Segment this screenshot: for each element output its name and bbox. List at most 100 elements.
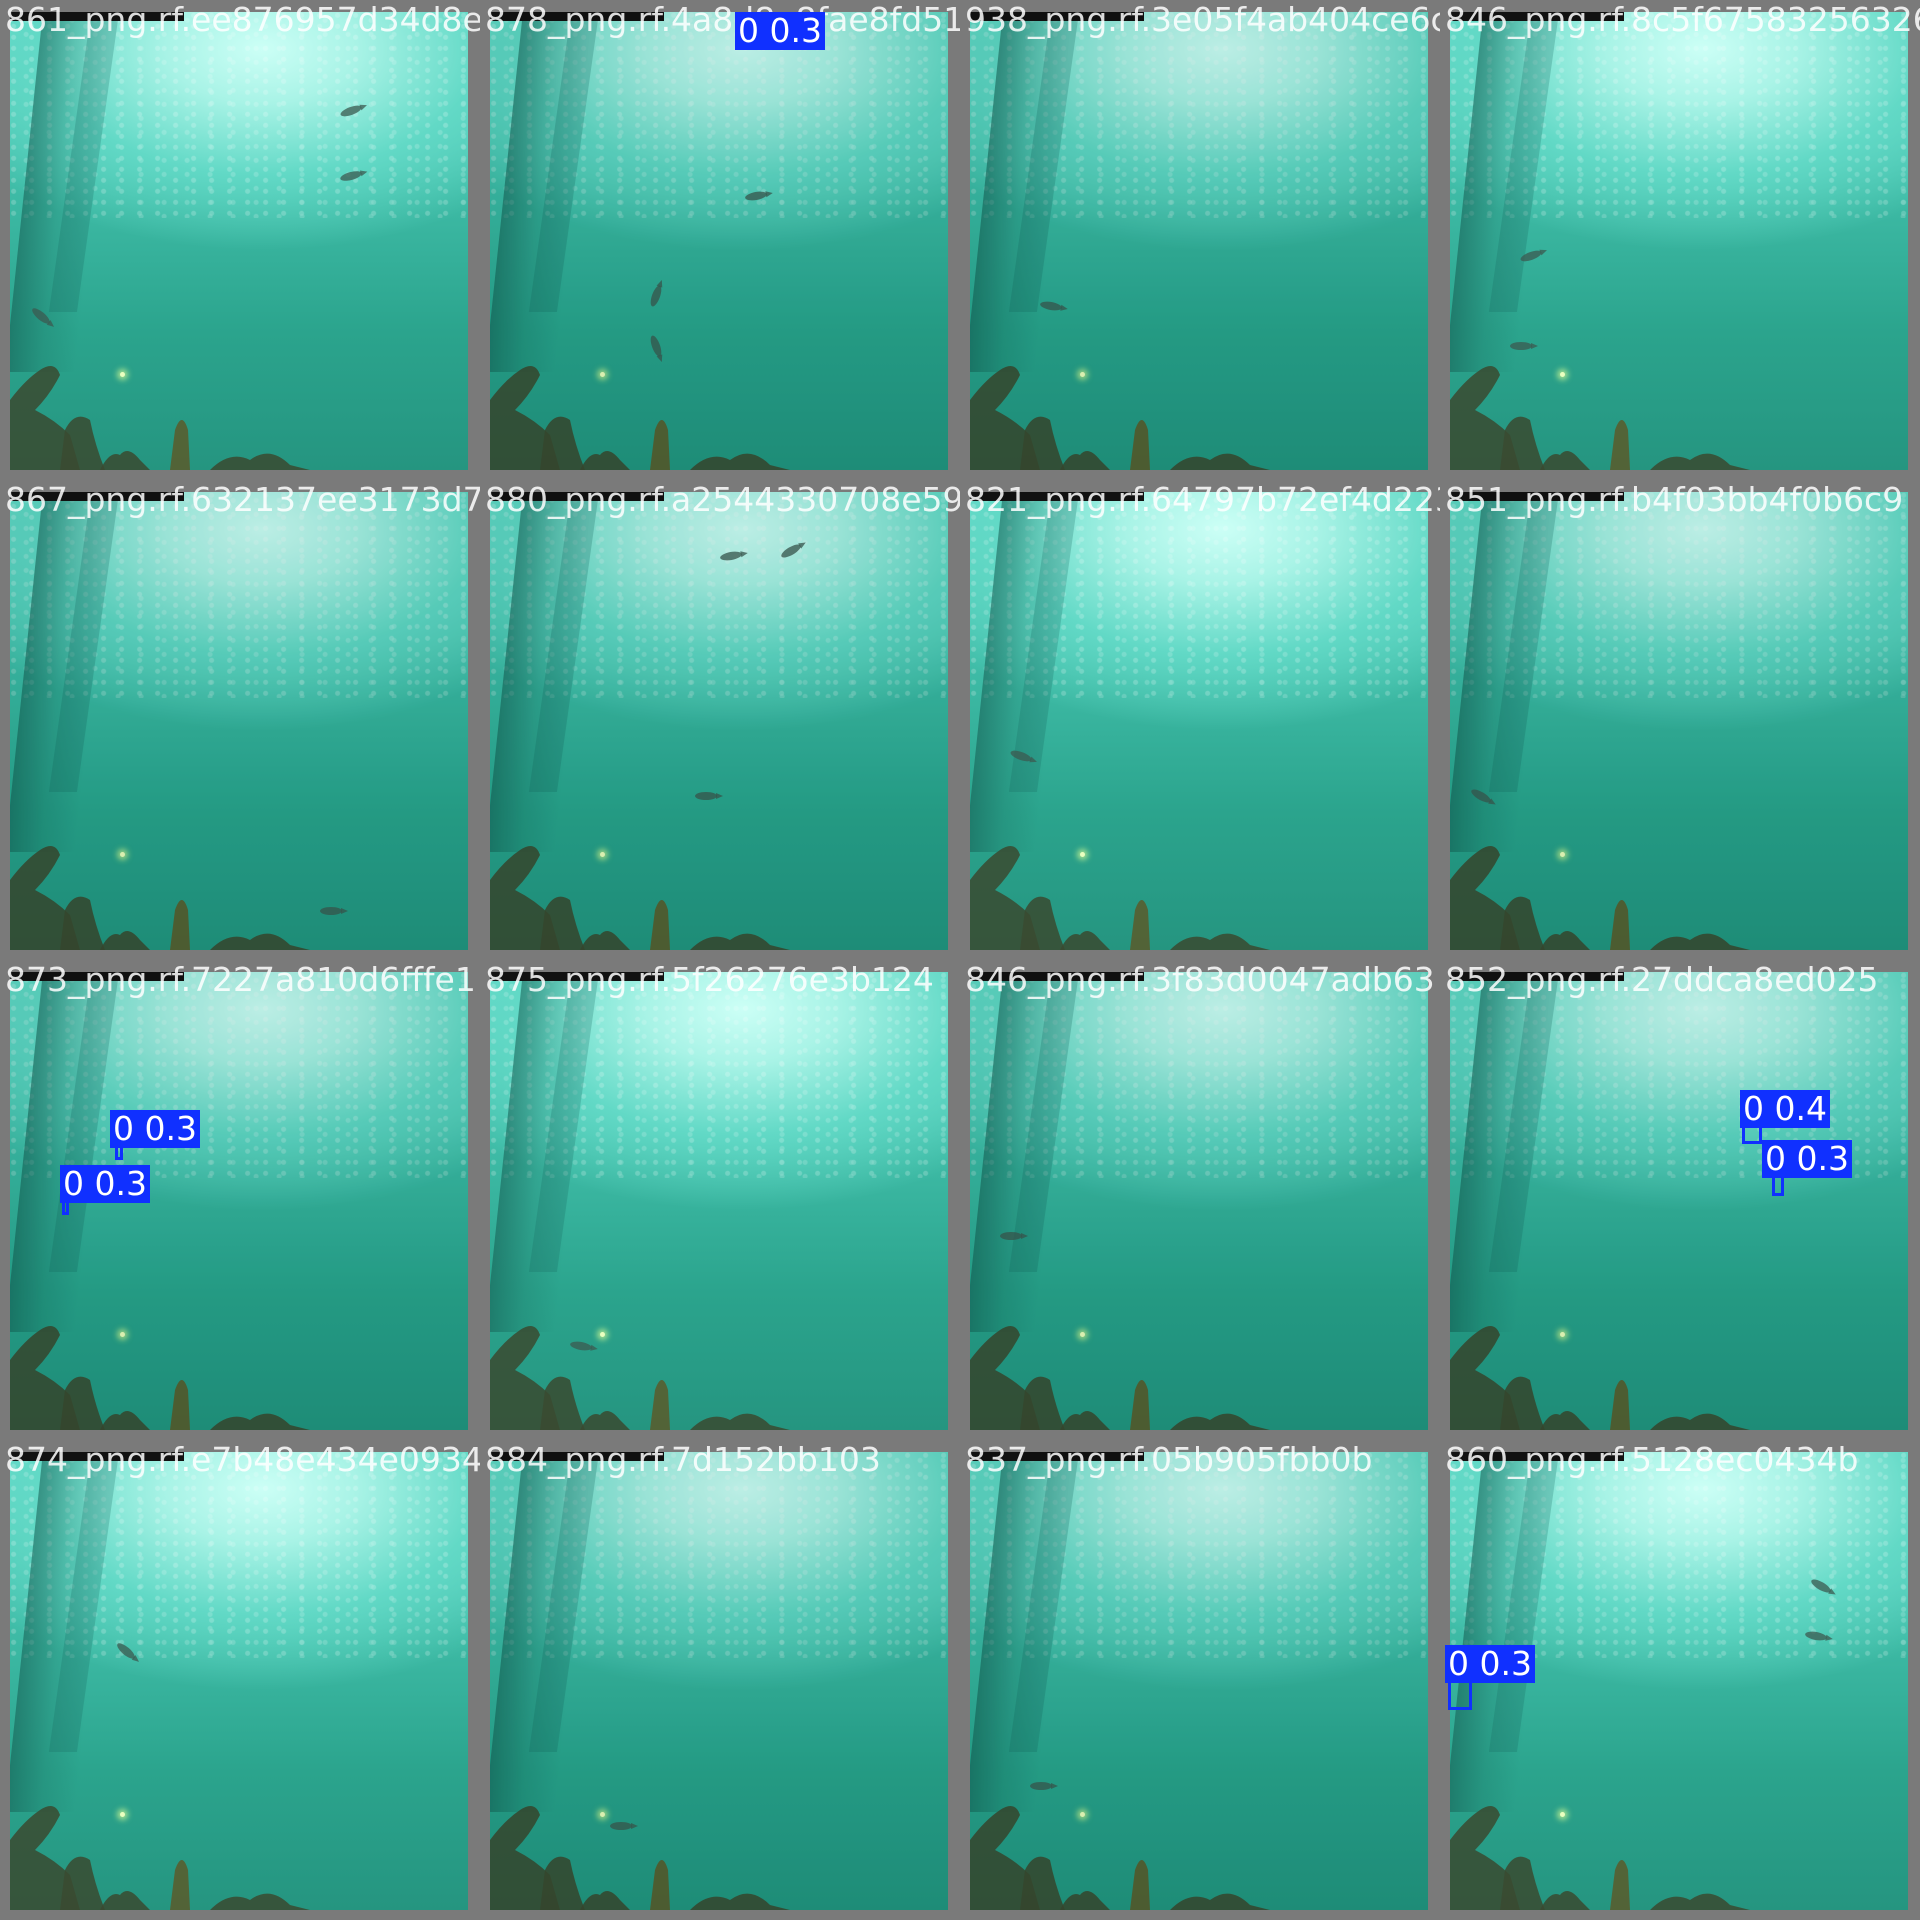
- detection-label: 0 0.3: [1445, 1645, 1535, 1683]
- kelp-frond: [1500, 1856, 1545, 1910]
- camera-timestamp-bar: [970, 972, 1144, 981]
- kelp-frond: [540, 416, 585, 470]
- fish-silhouette: [1510, 342, 1538, 350]
- underwater-photo: [490, 492, 948, 950]
- kelp-frond: [210, 1413, 310, 1430]
- underwater-photo: [970, 492, 1428, 950]
- kelp-seabed: [970, 1326, 1270, 1430]
- camera-timestamp-bar: [1450, 12, 1624, 21]
- kelp-seabed: [1450, 1806, 1750, 1910]
- camera-timestamp-bar: [970, 492, 1144, 501]
- kelp-frond: [1020, 1856, 1065, 1910]
- image-filename-label: 884_png.rf.7d152bb103: [485, 1440, 881, 1479]
- kelp-frond: [970, 1806, 1040, 1910]
- kelp-frond: [1500, 1376, 1545, 1430]
- underwater-light: [600, 1812, 605, 1817]
- kelp-frond: [1060, 1891, 1110, 1910]
- kelp-frond: [690, 933, 790, 950]
- camera-timestamp-bar: [10, 1452, 184, 1461]
- kelp-frond: [10, 1806, 80, 1910]
- image-tile: 873_png.rf.7227a810d6fffe1 0 0.3 0 0.3: [0, 960, 480, 1440]
- kelp-frond: [170, 1380, 190, 1430]
- kelp-frond: [1650, 1413, 1750, 1430]
- kelp-frond: [490, 366, 560, 470]
- underwater-light: [120, 1812, 125, 1817]
- kelp-frond: [970, 1326, 1040, 1430]
- detection-label: 0 0.4: [1740, 1090, 1830, 1128]
- kelp-frond: [1170, 453, 1270, 470]
- kelp-frond: [170, 420, 190, 470]
- kelp-frond: [100, 451, 150, 470]
- kelp-seabed: [970, 1806, 1270, 1910]
- image-tile: 878_png.rf.4a8d8e8fae8fd51 0 0.3: [480, 0, 960, 480]
- kelp-seabed: [1450, 366, 1750, 470]
- kelp-frond: [540, 1376, 585, 1430]
- camera-timestamp-bar: [490, 1452, 664, 1461]
- kelp-frond: [1170, 1893, 1270, 1910]
- kelp-frond: [1610, 420, 1630, 470]
- kelp-frond: [10, 366, 80, 470]
- underwater-light: [600, 852, 605, 857]
- underwater-photo: [1450, 492, 1908, 950]
- kelp-seabed: [10, 366, 310, 470]
- kelp-frond: [540, 1856, 585, 1910]
- fish-silhouette: [320, 907, 348, 915]
- image-filename-label: 861_png.rf.ee876957d34d8e: [5, 0, 480, 39]
- kelp-seabed: [10, 1806, 310, 1910]
- image-tile: 875_png.rf.5f26276e3b124: [480, 960, 960, 1440]
- underwater-photo: [490, 972, 948, 1430]
- underwater-photo: [490, 1452, 948, 1910]
- kelp-frond: [1450, 1806, 1520, 1910]
- kelp-frond: [1020, 416, 1065, 470]
- image-filename-label: 846_png.rf.8c5f6758325632618: [1445, 0, 1920, 39]
- kelp-frond: [690, 453, 790, 470]
- kelp-frond: [1450, 366, 1520, 470]
- underwater-light: [1080, 372, 1085, 377]
- underwater-light: [1560, 852, 1565, 857]
- underwater-light: [600, 372, 605, 377]
- image-filename-label: 878_png.rf.4a8d8e8fae8fd51: [485, 0, 960, 39]
- camera-timestamp-bar: [1450, 972, 1624, 981]
- underwater-photo: [970, 1452, 1428, 1910]
- image-filename-label: 837_png.rf.05b905fbb0b: [965, 1440, 1373, 1479]
- kelp-frond: [650, 1860, 670, 1910]
- underwater-photo: [970, 972, 1428, 1430]
- kelp-frond: [170, 900, 190, 950]
- kelp-frond: [1170, 1413, 1270, 1430]
- kelp-frond: [1060, 451, 1110, 470]
- kelp-frond: [1130, 1860, 1150, 1910]
- kelp-frond: [580, 1891, 630, 1910]
- underwater-light: [120, 852, 125, 857]
- kelp-frond: [10, 846, 80, 950]
- camera-timestamp-bar: [490, 972, 664, 981]
- kelp-seabed: [10, 1326, 310, 1430]
- image-filename-label: 852_png.rf.27ddca8ed025: [1445, 960, 1879, 999]
- kelp-frond: [970, 846, 1040, 950]
- kelp-frond: [1500, 896, 1545, 950]
- kelp-seabed: [10, 846, 310, 950]
- kelp-frond: [1650, 1893, 1750, 1910]
- kelp-seabed: [490, 1806, 790, 1910]
- underwater-light: [1560, 1812, 1565, 1817]
- underwater-photo: [10, 492, 468, 950]
- kelp-frond: [210, 453, 310, 470]
- image-tile: 867_png.rf.632137ee3173d788: [0, 480, 480, 960]
- kelp-frond: [1170, 933, 1270, 950]
- camera-timestamp-bar: [1450, 1452, 1624, 1461]
- image-tile: 852_png.rf.27ddca8ed025 0 0.4 0 0.3: [1440, 960, 1920, 1440]
- kelp-frond: [1020, 896, 1065, 950]
- kelp-frond: [650, 420, 670, 470]
- kelp-frond: [210, 933, 310, 950]
- kelp-frond: [490, 1326, 560, 1430]
- image-filename-label: 875_png.rf.5f26276e3b124: [485, 960, 934, 999]
- kelp-frond: [100, 931, 150, 950]
- image-filename-label: 874_png.rf.e7b48e434e0934: [5, 1440, 480, 1479]
- kelp-frond: [970, 366, 1040, 470]
- kelp-frond: [490, 846, 560, 950]
- kelp-frond: [210, 1893, 310, 1910]
- underwater-light: [1560, 1332, 1565, 1337]
- underwater-photo: [1450, 12, 1908, 470]
- camera-timestamp-bar: [10, 972, 184, 981]
- image-tile: 837_png.rf.05b905fbb0b: [960, 1440, 1440, 1920]
- kelp-frond: [1610, 1860, 1630, 1910]
